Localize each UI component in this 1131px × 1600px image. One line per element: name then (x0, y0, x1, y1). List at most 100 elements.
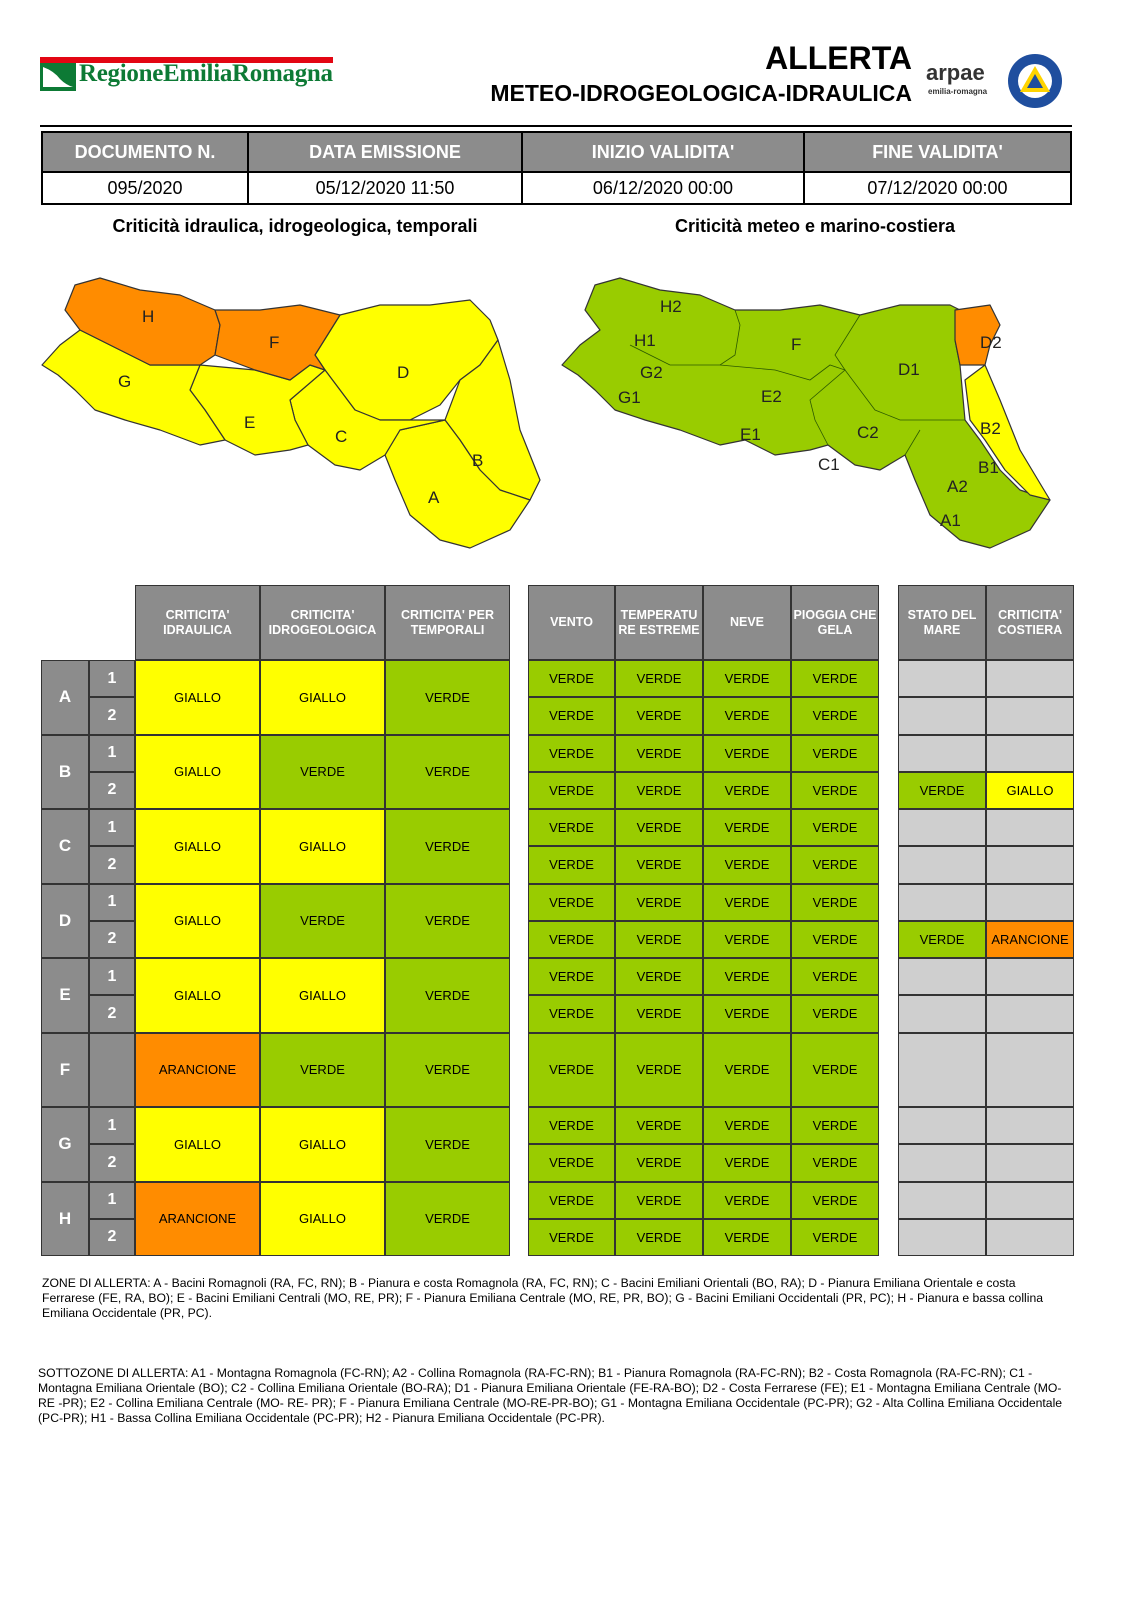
hydro-cell: GIALLO (135, 883, 260, 958)
meteo-cell: VERDE (615, 660, 703, 698)
sea-cell (986, 1218, 1074, 1256)
hydro-cell: GIALLO (260, 958, 385, 1033)
map-label-f: F (269, 333, 279, 352)
sea-cell (986, 1181, 1074, 1219)
sea-cell (986, 958, 1074, 996)
meteo-header-1: TEMPERATU RE ESTREME (615, 585, 703, 660)
meteo-cell: VERDE (528, 1032, 615, 1107)
sea-cell (898, 1144, 986, 1182)
hydro-map: H F G D E C B A (41, 277, 541, 549)
meteo-cell: VERDE (528, 809, 615, 847)
subzone-label: 2 (89, 1144, 135, 1182)
hydro-cell: VERDE (385, 1181, 510, 1256)
map-label-a2: A2 (947, 477, 968, 496)
map-label-g2: G2 (640, 363, 663, 382)
sea-cell (898, 697, 986, 735)
meteo-map: H2 H1 G2 G1 F E2 E1 C2 C1 D1 D2 B2 B1 A2… (561, 277, 1051, 549)
subzone-label: 1 (89, 734, 135, 772)
meteo-cell: VERDE (791, 846, 879, 884)
meteo-cell: VERDE (791, 920, 879, 958)
sea-cell (986, 995, 1074, 1033)
header-divider (40, 125, 1072, 127)
map-label-e2: E2 (761, 387, 782, 406)
hydro-cell: VERDE (385, 958, 510, 1033)
value-data-emissione: 05/12/2020 11:50 (247, 171, 523, 205)
hydro-cell: GIALLO (260, 1181, 385, 1256)
meteo-cell: VERDE (791, 697, 879, 735)
sea-header-0: STATO DEL MARE (898, 585, 986, 660)
meteo-cell: VERDE (615, 771, 703, 809)
hydro-cell: GIALLO (260, 1107, 385, 1182)
meteo-cell: VERDE (615, 1181, 703, 1219)
hydro-cell: GIALLO (135, 660, 260, 735)
meteo-header-2: NEVE (703, 585, 791, 660)
subzone-label: 2 (89, 995, 135, 1033)
meteo-cell: VERDE (528, 846, 615, 884)
sea-cell (986, 1107, 1074, 1145)
map-label-d1: D1 (898, 360, 920, 379)
meteo-cell: VERDE (703, 1107, 791, 1145)
sea-cell (898, 1107, 986, 1145)
sea-cell (986, 697, 1074, 735)
meteo-cell: VERDE (703, 995, 791, 1033)
map-zone-b2 (964, 364, 1051, 501)
zone-label-e: E (41, 958, 89, 1033)
hydro-cell: GIALLO (135, 734, 260, 809)
zone-label-a: A (41, 660, 89, 735)
meteo-cell: VERDE (791, 771, 879, 809)
meteo-cell: VERDE (528, 883, 615, 921)
meteo-cell: VERDE (615, 734, 703, 772)
sea-cell (898, 1218, 986, 1256)
subzone-label: 2 (89, 1218, 135, 1256)
sea-cell (986, 1032, 1074, 1107)
meteo-cell: VERDE (791, 1107, 879, 1145)
map-label-d2: D2 (980, 333, 1002, 352)
sea-cell: VERDE (898, 771, 986, 809)
sea-cell (898, 809, 986, 847)
sea-cell (898, 995, 986, 1033)
sea-cell (898, 734, 986, 772)
meteo-cell: VERDE (528, 995, 615, 1033)
logo-red-bar (40, 57, 333, 63)
map-label-a1: A1 (940, 511, 961, 530)
meteo-cell: VERDE (791, 883, 879, 921)
hydro-cell: ARANCIONE (135, 1032, 260, 1107)
meteo-cell: VERDE (615, 1144, 703, 1182)
hydro-cell: GIALLO (135, 809, 260, 884)
map-zone-d2 (954, 304, 1001, 366)
meteo-cell: VERDE (528, 660, 615, 698)
hydro-cell: VERDE (385, 1107, 510, 1182)
map-base (561, 277, 1051, 549)
subzone-label: 2 (89, 846, 135, 884)
header-fine-validita: FINE VALIDITA' (803, 131, 1072, 173)
meteo-cell: VERDE (528, 734, 615, 772)
hydro-cell: VERDE (260, 1032, 385, 1107)
sea-cell (986, 883, 1074, 921)
header-inizio-validita: INIZIO VALIDITA' (521, 131, 805, 173)
meteo-cell: VERDE (703, 1032, 791, 1107)
meteo-cell: VERDE (528, 958, 615, 996)
meteo-cell: VERDE (528, 1181, 615, 1219)
arpae-logo: arpae (926, 60, 985, 85)
page-subtitle: METEO-IDROGEOLOGICA-IDRAULICA (490, 80, 912, 106)
meteo-cell: VERDE (703, 846, 791, 884)
subzones-legend: SOTTOZONE DI ALLERTA: A1 - Montagna Roma… (38, 1366, 1063, 1425)
map-label-b1: B1 (978, 458, 999, 477)
meteo-cell: VERDE (703, 660, 791, 698)
meteo-cell: VERDE (791, 809, 879, 847)
hydro-cell: GIALLO (135, 1107, 260, 1182)
meteo-cell: VERDE (528, 1144, 615, 1182)
meteo-cell: VERDE (791, 958, 879, 996)
map-label-c2: C2 (857, 423, 879, 442)
zone-label-g: G (41, 1107, 89, 1182)
meteo-cell: VERDE (703, 1181, 791, 1219)
meteo-cell: VERDE (615, 809, 703, 847)
meteo-cell: VERDE (703, 920, 791, 958)
value-inizio-validita: 06/12/2020 00:00 (521, 171, 805, 205)
hydro-cell: VERDE (385, 660, 510, 735)
meteo-cell: VERDE (615, 883, 703, 921)
meteo-cell: VERDE (791, 1181, 879, 1219)
map-label-e1: E1 (740, 425, 761, 444)
map-label-h: H (142, 307, 154, 326)
meteo-cell: VERDE (703, 771, 791, 809)
